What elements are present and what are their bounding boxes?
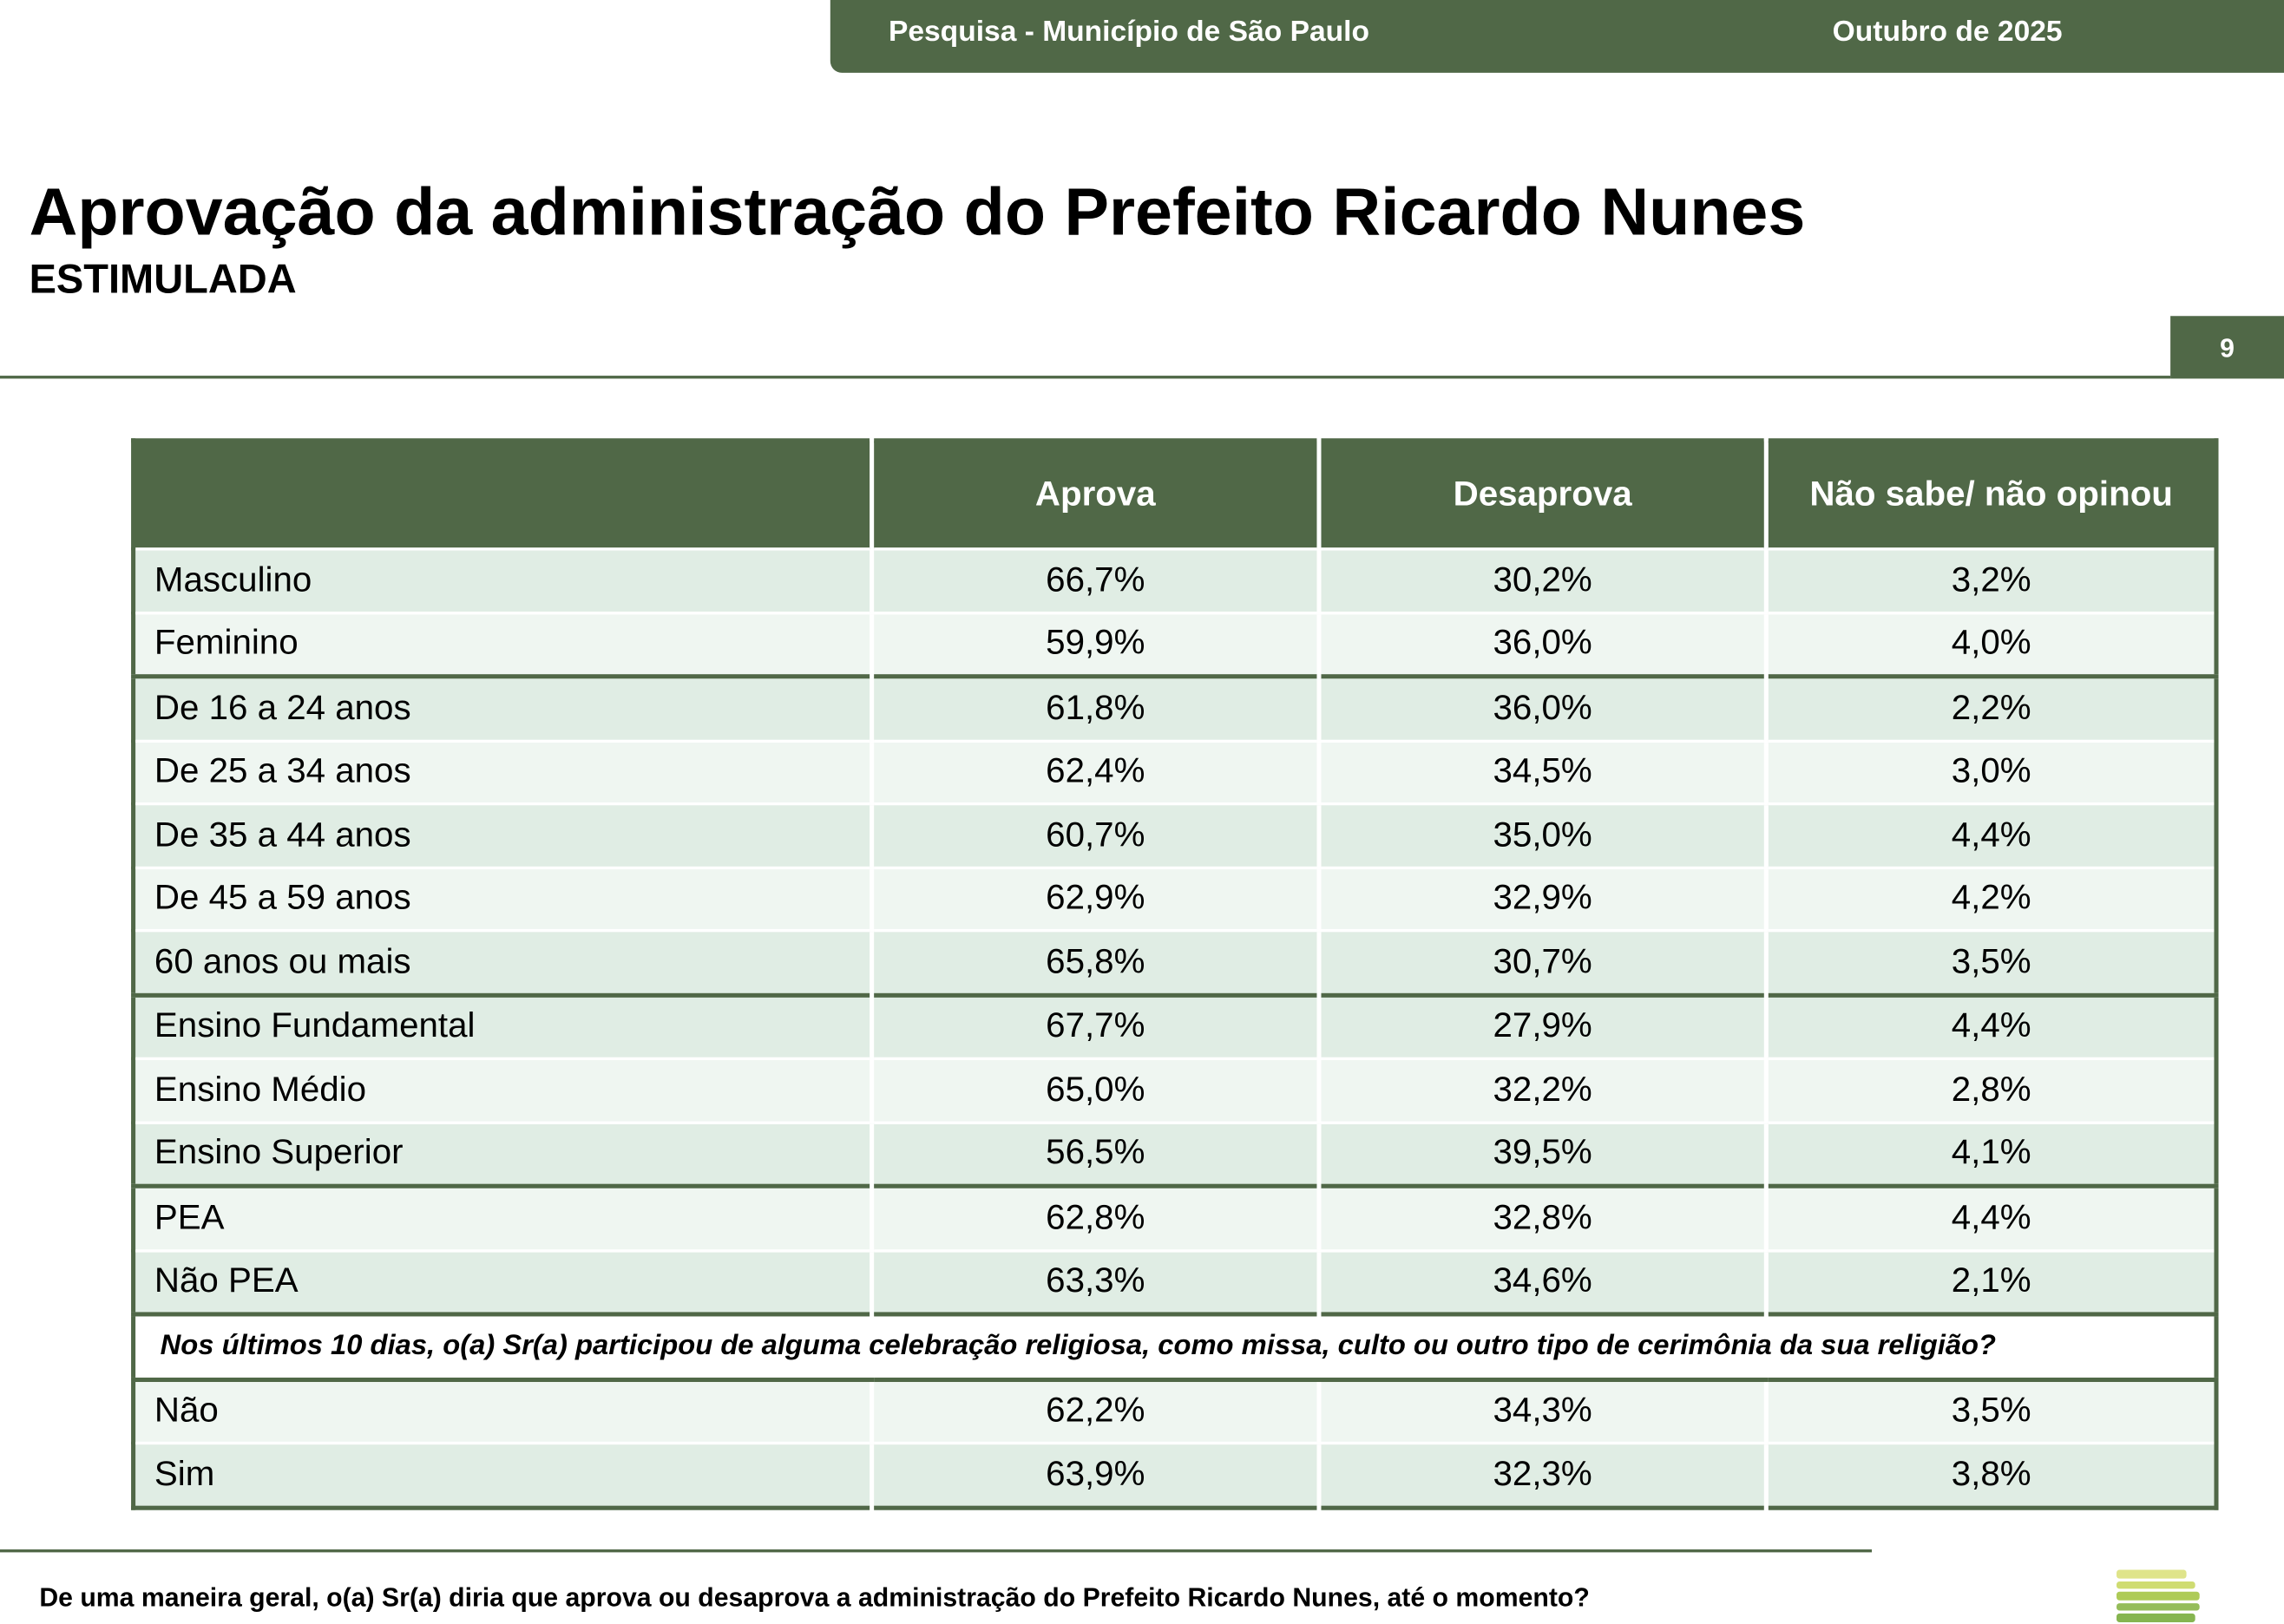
table-row: 60 anos ou mais 65,8% 30,7% 3,5%	[133, 928, 2216, 995]
cell-nao-sabe: 2,2%	[1763, 674, 2216, 741]
religion-question: Nos últimos 10 dias, o(a) Sr(a) particip…	[133, 1312, 2216, 1379]
column-header	[133, 440, 872, 549]
cell-desaprova: 32,3%	[1316, 1441, 1767, 1508]
cell-nao-sabe: 3,5%	[1763, 928, 2216, 995]
table-row: Não 62,2% 34,3% 3,5%	[133, 1377, 2216, 1444]
cell-desaprova: 32,2%	[1316, 1057, 1767, 1123]
footer-divider	[0, 1549, 1873, 1553]
table-header-row: Aprova Desaprova Não sabe/ não opinou	[133, 440, 2216, 549]
table-row: Não PEA 63,3% 34,6% 2,1%	[133, 1248, 2216, 1314]
row-label: Não	[133, 1377, 872, 1444]
religion-question-row: Nos últimos 10 dias, o(a) Sr(a) particip…	[133, 1312, 2216, 1379]
table-row: De 16 a 24 anos 61,8% 36,0% 2,2%	[133, 674, 2216, 741]
cell-aprova: 63,9%	[870, 1441, 1319, 1508]
cell-nao-sabe: 3,5%	[1763, 1377, 2216, 1444]
cell-nao-sabe: 2,1%	[1763, 1248, 2216, 1314]
cell-aprova: 62,9%	[870, 865, 1319, 931]
cell-nao-sabe: 2,8%	[1763, 1057, 2216, 1123]
table-row: De 45 a 59 anos 62,9% 32,9% 4,2%	[133, 865, 2216, 931]
page-subtitle: ESTIMULADA	[29, 256, 297, 302]
page-number: 9	[2170, 316, 2284, 379]
cell-nao-sabe: 3,2%	[1763, 547, 2216, 612]
row-label: Masculino	[133, 547, 872, 612]
cell-aprova: 56,5%	[870, 1120, 1319, 1187]
row-label: De 35 a 44 anos	[133, 802, 872, 868]
row-label: Não PEA	[133, 1248, 872, 1314]
row-label: De 16 a 24 anos	[133, 674, 872, 741]
header-bar: Pesquisa - Município de São Paulo Outubr…	[830, 0, 2284, 73]
table-row: Masculino 66,7% 30,2% 3,2%	[133, 547, 2216, 612]
cell-nao-sabe: 4,4%	[1763, 1183, 2216, 1251]
logo-icon	[2117, 1569, 2204, 1624]
column-header-nao-sabe: Não sabe/ não opinou	[1763, 440, 2216, 549]
survey-date: Outubro de 2025	[1832, 16, 2063, 49]
table-row: Ensino Fundamental 67,7% 27,9% 4,4%	[133, 992, 2216, 1059]
cell-aprova: 63,3%	[870, 1248, 1319, 1314]
row-label: 60 anos ou mais	[133, 928, 872, 995]
cell-desaprova: 34,3%	[1316, 1377, 1767, 1444]
table-row: Sim 63,9% 32,3% 3,8%	[133, 1441, 2216, 1508]
table-row: De 35 a 44 anos 60,7% 35,0% 4,4%	[133, 802, 2216, 868]
survey-name: Pesquisa - Município de São Paulo	[888, 16, 1369, 49]
cell-desaprova: 32,8%	[1316, 1183, 1767, 1251]
cell-nao-sabe: 4,0%	[1763, 611, 2216, 677]
row-label: Ensino Superior	[133, 1120, 872, 1187]
table-row: Feminino 59,9% 36,0% 4,0%	[133, 611, 2216, 677]
divider	[0, 376, 2171, 379]
cell-aprova: 66,7%	[870, 547, 1319, 612]
row-label: PEA	[133, 1183, 872, 1251]
page-title: Aprovação da administração do Prefeito R…	[29, 173, 1806, 250]
cell-aprova: 62,8%	[870, 1183, 1319, 1251]
table-row: De 25 a 34 anos 62,4% 34,5% 3,0%	[133, 738, 2216, 804]
column-header-aprova: Aprova	[870, 440, 1319, 549]
cell-nao-sabe: 4,4%	[1763, 802, 2216, 868]
cell-desaprova: 39,5%	[1316, 1120, 1767, 1187]
cell-nao-sabe: 4,1%	[1763, 1120, 2216, 1187]
cell-desaprova: 32,9%	[1316, 865, 1767, 931]
cell-desaprova: 36,0%	[1316, 674, 1767, 741]
cell-desaprova: 35,0%	[1316, 802, 1767, 868]
cell-desaprova: 36,0%	[1316, 611, 1767, 677]
cell-desaprova: 34,6%	[1316, 1248, 1767, 1314]
column-header-desaprova: Desaprova	[1316, 440, 1767, 549]
cell-desaprova: 30,2%	[1316, 547, 1767, 612]
cell-nao-sabe: 4,2%	[1763, 865, 2216, 931]
cell-aprova: 67,7%	[870, 992, 1319, 1059]
cell-nao-sabe: 4,4%	[1763, 992, 2216, 1059]
row-label: Feminino	[133, 611, 872, 677]
row-label: De 45 a 59 anos	[133, 865, 872, 931]
row-label: Sim	[133, 1441, 872, 1508]
table-row: Ensino Superior 56,5% 39,5% 4,1%	[133, 1120, 2216, 1187]
cell-aprova: 65,0%	[870, 1057, 1319, 1123]
table-row: PEA 62,8% 32,8% 4,4%	[133, 1183, 2216, 1251]
cell-aprova: 59,9%	[870, 611, 1319, 677]
cell-aprova: 62,2%	[870, 1377, 1319, 1444]
results-table: Aprova Desaprova Não sabe/ não opinou Ma…	[131, 438, 2219, 1509]
cell-desaprova: 27,9%	[1316, 992, 1767, 1059]
footer-question: De uma maneira geral, o(a) Sr(a) diria q…	[39, 1582, 1590, 1613]
cell-aprova: 62,4%	[870, 738, 1319, 804]
cell-desaprova: 30,7%	[1316, 928, 1767, 995]
cell-nao-sabe: 3,0%	[1763, 738, 2216, 804]
cell-aprova: 61,8%	[870, 674, 1319, 741]
cell-aprova: 60,7%	[870, 802, 1319, 868]
cell-aprova: 65,8%	[870, 928, 1319, 995]
row-label: Ensino Fundamental	[133, 992, 872, 1059]
cell-nao-sabe: 3,8%	[1763, 1441, 2216, 1508]
row-label: Ensino Médio	[133, 1057, 872, 1123]
row-label: De 25 a 34 anos	[133, 738, 872, 804]
cell-desaprova: 34,5%	[1316, 738, 1767, 804]
table-row: Ensino Médio 65,0% 32,2% 2,8%	[133, 1057, 2216, 1123]
